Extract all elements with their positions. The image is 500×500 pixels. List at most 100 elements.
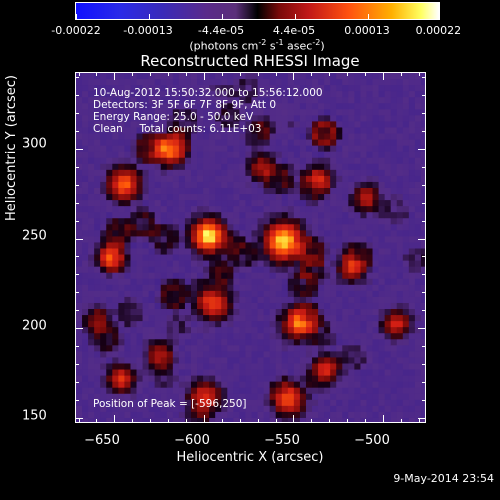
heatmap-cell [257,363,264,370]
heatmap-cell [197,163,204,171]
heatmap-cell [227,109,234,116]
heatmap-cell [408,121,416,128]
heatmap-cell [221,97,228,104]
heatmap-cell [251,242,258,249]
heatmap-cell [148,399,156,407]
heatmap-cell [130,91,137,98]
heatmap-cell [396,103,404,110]
heatmap-cell [148,321,156,328]
heatmap-cell [209,85,216,92]
heatmap-cell [293,405,301,413]
heatmap-cell [372,157,379,165]
heatmap-cell [106,103,113,110]
heatmap-cell [184,302,192,310]
heatmap-cell [287,272,295,280]
heatmap-cell [330,127,337,134]
heatmap-cell [239,103,246,110]
heatmap-cell [293,363,301,370]
heatmap-cell [233,375,240,383]
heatmap-cell [106,321,113,328]
heatmap-cell [88,381,95,389]
heatmap-cell [178,254,186,261]
heatmap-cell [408,278,416,286]
heatmap-cell [130,321,137,328]
heatmap-cell [336,242,343,249]
heatmap-cell [275,212,283,219]
heatmap-cell [233,345,240,352]
heatmap-cell [154,260,162,268]
heatmap-cell [106,206,113,213]
heatmap-cell [203,411,210,419]
heatmap-cell [94,284,101,292]
heatmap-cell [408,133,416,140]
heatmap-cell [342,381,349,389]
heatmap-cell [233,284,240,292]
heatmap-cell [245,333,252,340]
heatmap-cell [414,321,422,328]
heatmap-cell [154,224,162,231]
heatmap-cell [124,393,131,401]
heatmap-cell [408,290,416,298]
heatmap-cell [203,115,210,122]
heatmap-cell [336,224,343,231]
heatmap-cell [112,169,119,177]
heatmap-cell [414,187,422,195]
heatmap-cell [281,369,289,376]
heatmap-cell [269,381,277,389]
heatmap-cell [336,206,343,213]
heatmap-cell [136,278,143,286]
heatmap-cell [275,145,283,153]
heatmap-cell [197,103,204,110]
heatmap-cell [384,411,392,419]
heatmap-cell [330,79,337,86]
heatmap-cell [82,121,89,128]
heatmap-cell [348,411,355,419]
x-tick-label: −600 [174,433,210,448]
heatmap-cell [130,109,137,116]
heatmap-cell [408,387,416,395]
heatmap-cell [342,169,349,177]
heatmap-cell [148,169,156,177]
heatmap-cell [142,369,150,376]
heatmap-cell [239,278,246,286]
heatmap-cell [100,393,107,401]
heatmap-cell [76,309,83,316]
heatmap-cell [209,357,216,364]
heatmap-cell [118,79,125,86]
heatmap-cell [390,121,398,128]
heatmap-cell [402,290,410,298]
heatmap-cell [257,169,264,177]
heatmap-cell [372,139,379,147]
heatmap-cell [100,79,107,86]
axis-tick [75,77,79,79]
heatmap-cell [184,194,192,201]
heatmap-cell [197,417,204,422]
heatmap-cell [414,97,422,104]
heatmap-cell [342,315,349,322]
heatmap-cell [184,393,192,401]
heatmap-cell [148,218,156,225]
heatmap-cell [408,163,416,171]
heatmap-cell [275,399,283,407]
heatmap-cell [209,242,216,249]
heatmap-cell [100,369,107,376]
heatmap-cell [142,399,150,407]
heatmap-cell [402,236,410,243]
heatmap-cell [312,272,319,280]
heatmap-cell [414,315,422,322]
heatmap-cell [275,248,283,255]
heatmap-cell [420,194,425,201]
heatmap-cell [414,194,422,201]
heatmap-cell [372,260,379,268]
heatmap-cell [330,187,337,195]
heatmap-cell [100,115,107,122]
heatmap-cell [263,79,271,86]
heatmap-cell [396,260,404,268]
heatmap-cell [209,363,216,370]
heatmap-cell [372,97,379,104]
heatmap-cell [184,260,192,268]
heatmap-cell [88,151,95,159]
heatmap-cell [160,254,168,261]
heatmap-cell [160,151,168,159]
heatmap-cell [330,242,337,249]
